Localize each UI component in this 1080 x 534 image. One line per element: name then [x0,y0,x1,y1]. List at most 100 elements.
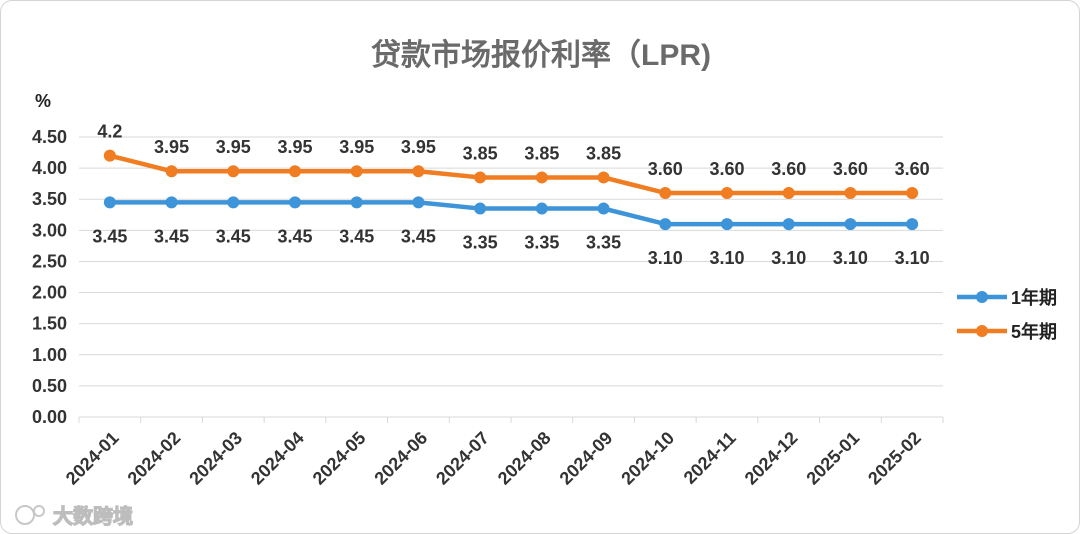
data-point[interactable] [350,196,363,209]
data-point[interactable] [289,196,301,209]
x-tick-label: 2024-10 [617,428,678,489]
x-tick-label: 2024-09 [556,428,617,489]
legend-item-5y[interactable]: 5年期 [957,321,1057,342]
data-label: 3.60 [648,159,683,179]
x-tick-label: 2025-01 [802,428,863,489]
data-point[interactable] [535,171,548,184]
x-tick-label: 2024-01 [62,428,123,489]
watermark-logo-icon-dot [33,505,45,517]
y-tick-label: 0.50 [32,376,67,396]
watermark-text: 大数跨境 [53,504,133,528]
y-tick-label: 3.00 [32,220,67,240]
data-label: 3.35 [463,233,498,253]
data-point[interactable] [474,202,487,215]
data-point[interactable] [289,165,301,178]
data-label: 4.2 [97,122,122,142]
y-tick-label: 3.50 [32,189,67,209]
data-point[interactable] [412,165,425,178]
data-point[interactable] [597,202,610,215]
x-tick-label: 2024-04 [247,428,308,489]
data-label: 3.60 [833,159,868,179]
data-point[interactable] [906,218,919,231]
data-label: 3.45 [92,226,127,246]
data-point[interactable] [535,202,548,215]
y-axis-ticks: 0.00 0.50 1.00 1.50 2.00 2.50 3.00 3.50 4.00 4.50 [32,127,67,427]
watermark: 大数跨境 [15,503,134,529]
data-label: 3.10 [895,248,930,268]
x-tick-label: 2024-02 [124,428,185,489]
data-label: 3.85 [524,143,559,163]
x-tick-label: 2024-07 [432,428,493,489]
x-tick-label: 2024-11 [680,428,740,488]
data-label: 3.60 [709,159,744,179]
data-label: 3.10 [833,248,868,268]
data-point[interactable] [906,187,919,199]
data-label: 3.85 [463,143,498,163]
series-line [109,200,913,227]
data-label: 3.95 [339,137,374,157]
y-tick-label: 1.00 [32,345,67,365]
legend-swatch-marker [976,325,988,337]
data-label: 3.45 [401,226,436,246]
y-tick-label: 1.50 [32,314,67,334]
data-label: 3.95 [154,137,189,157]
data-point[interactable] [597,171,610,184]
data-point[interactable] [165,165,178,178]
data-point[interactable] [721,187,733,199]
x-tick-label: 2024-06 [370,428,431,489]
data-label: 3.35 [586,233,621,253]
data-label: 3.60 [895,159,930,179]
data-point[interactable] [782,218,795,231]
series-line [109,153,913,196]
data-point[interactable] [474,171,487,184]
data-label: 3.10 [771,248,806,268]
data-point[interactable] [227,165,240,178]
series-5y [103,149,919,199]
data-point[interactable] [659,187,672,199]
data-labels: 3.45 3.45 3.45 3.45 3.45 3.45 3.35 3.35 3.35 3.10… [92,122,929,268]
y-tick-label: 4.50 [32,127,67,147]
legend[interactable]: 1年期 5年期 [957,287,1057,342]
x-tick-label: 2024-03 [185,428,246,489]
data-label: 3.45 [216,226,251,246]
data-label: 3.45 [339,226,374,246]
data-point[interactable] [844,218,857,231]
data-point[interactable] [782,187,795,199]
y-tick-label: 4.00 [32,158,67,178]
legend-label: 5年期 [1011,321,1057,342]
data-label: 3.10 [648,248,683,268]
data-point[interactable] [103,196,116,209]
watermark-logo-icon [15,505,35,525]
y-tick-label: 0.00 [32,407,67,427]
data-label: 3.10 [709,248,744,268]
data-label: 3.85 [586,143,621,163]
x-tick-label: 2024-08 [494,428,555,489]
data-point[interactable] [103,149,116,162]
legend-swatch-marker [976,291,988,303]
data-point[interactable] [844,187,857,199]
data-point[interactable] [721,218,733,231]
x-tick-label: 2024-12 [741,428,802,489]
x-tick-label: 2024-05 [309,428,370,489]
y-tick-label: 2.50 [32,251,67,271]
data-point[interactable] [412,196,425,209]
data-label: 3.95 [216,137,251,157]
series-1y [103,196,919,231]
data-point[interactable] [165,196,178,209]
data-label: 3.95 [277,137,312,157]
data-point[interactable] [227,196,240,209]
chart-title: 贷款市场报价利率（LPR) [371,38,711,72]
x-axis-ticks: 2024-01 2024-02 2024-03 2024-04 2024-05 2024-… [62,417,944,489]
series-layer [103,149,919,231]
legend-label: 1年期 [1011,287,1057,308]
data-point[interactable] [659,218,672,231]
data-label: 3.60 [771,159,806,179]
gridlines [79,136,943,418]
x-tick-label: 2025-02 [864,428,925,489]
legend-item-1y[interactable]: 1年期 [957,287,1057,308]
y-tick-label: 2.00 [32,283,67,303]
data-point[interactable] [350,165,363,178]
data-label: 3.35 [524,233,559,253]
data-label: 3.95 [401,137,436,157]
